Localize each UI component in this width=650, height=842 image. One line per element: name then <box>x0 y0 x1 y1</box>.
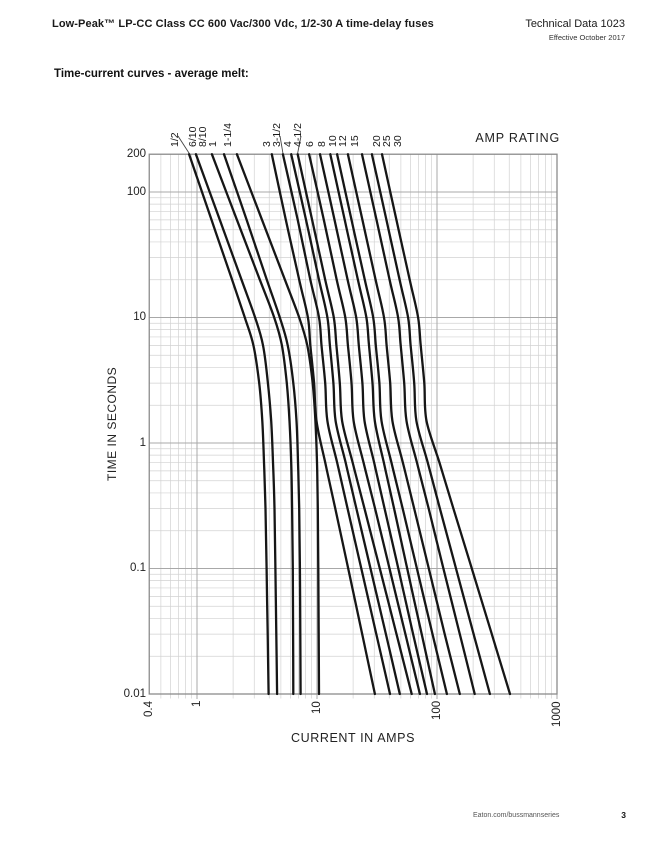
curve-12 <box>335 153 449 696</box>
amp-label-4-1/2: 4-1/2 <box>292 123 304 147</box>
amp-label-1/2: 1/2 <box>169 132 181 147</box>
amp-rating-label: AMP RATING <box>475 131 560 145</box>
y-tick-0.01: 0.01 <box>123 687 146 700</box>
effective-date: Effective October 2017 <box>548 33 625 42</box>
x-tick-1: 1 <box>190 700 203 707</box>
y-tick-10: 10 <box>133 311 146 323</box>
amp-label-12: 12 <box>337 135 349 147</box>
curve-8 <box>318 153 429 696</box>
amp-label-3-1/2: 3-1/2 <box>271 123 283 147</box>
curve-4 <box>290 153 401 696</box>
y-tick-1: 1 <box>139 436 146 449</box>
curve-1-1/4 <box>235 153 321 696</box>
footer-website: Eaton.com/bussmannseries <box>473 812 560 819</box>
amp-label-30: 30 <box>392 135 404 147</box>
plot-frame <box>148 153 558 695</box>
label-leader-lines <box>177 135 302 154</box>
amp-label-1: 1 <box>207 141 219 147</box>
curve-20 <box>360 153 476 696</box>
grid-minor <box>149 154 557 699</box>
curve-6 <box>307 153 422 696</box>
amp-label-6: 6 <box>304 141 316 147</box>
y-tick-100: 100 <box>126 185 146 198</box>
footer-page-number: 3 <box>621 810 626 820</box>
curve-4-1/2 <box>296 153 413 696</box>
y-axis-title: TIME IN SECONDS <box>105 366 119 481</box>
amp-label-25: 25 <box>381 135 393 147</box>
curve-10 <box>329 153 437 696</box>
curve-1 <box>222 153 302 696</box>
x-tick-10: 10 <box>310 701 323 714</box>
amp-label-8: 8 <box>316 141 328 147</box>
curve-1/2 <box>187 153 270 696</box>
curve-8/10 <box>210 153 295 696</box>
x-tick-1000: 1000 <box>550 701 563 727</box>
x-tick-0.4: 0.4 <box>142 701 155 717</box>
curve-30 <box>380 153 512 696</box>
amp-label-1-1/4: 1-1/4 <box>222 123 234 147</box>
x-axis-title: CURRENT IN AMPS <box>290 731 416 745</box>
curve-6/10 <box>194 153 279 696</box>
curve-25 <box>370 153 492 696</box>
y-tick-0.1: 0.1 <box>130 562 146 574</box>
y-tick-200: 200 <box>126 147 146 160</box>
doc-title: Technical Data 1023 <box>525 18 625 30</box>
section-heading: Time-current curves - average melt: <box>54 68 249 80</box>
product-title: Low-Peak™ LP-CC Class CC 600 Vac/300 Vdc… <box>52 18 434 30</box>
header-doc-block: Technical Data 1023 Effective October 20… <box>525 18 625 42</box>
curve-3 <box>270 153 377 696</box>
x-tick-100: 100 <box>430 700 443 720</box>
fuse-curves <box>187 153 512 696</box>
amp-label-15: 15 <box>349 135 361 147</box>
curve-15 <box>346 153 461 696</box>
curve-3-1/2 <box>281 153 392 696</box>
